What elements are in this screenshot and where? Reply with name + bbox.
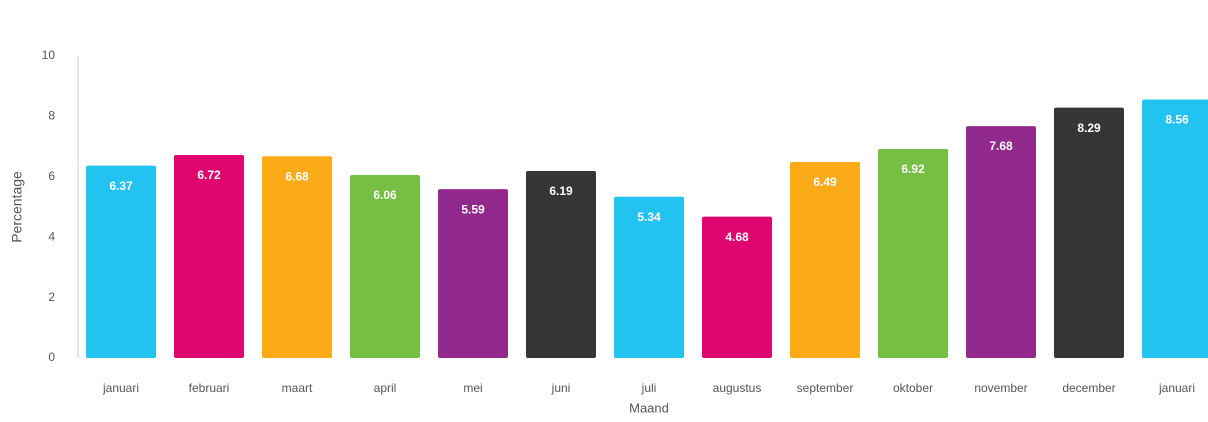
bar [526,171,596,358]
value-label: 6.72 [197,168,221,182]
value-label: 6.49 [813,175,837,189]
x-tick-label: januari [102,381,139,395]
value-label: 5.34 [637,210,661,224]
x-tick-label: april [374,381,397,395]
x-tick-label: oktober [893,381,933,395]
value-label: 5.59 [461,202,485,216]
x-tick-label: juli [641,381,657,395]
x-tick-label: maart [282,381,313,395]
bar [350,174,420,358]
bar [86,165,156,358]
value-label: 6.19 [549,184,573,198]
bar [1142,99,1208,358]
y-tick-label: 8 [48,109,55,123]
value-label: 6.37 [109,179,133,193]
bar [790,162,860,358]
bar [966,126,1036,359]
value-label: 8.56 [1165,113,1189,127]
bar [614,196,684,358]
value-label: 6.06 [373,188,397,202]
x-tick-label: november [974,381,1027,395]
x-axis-label: Maand [629,400,669,415]
bar [174,155,244,358]
x-tick-label: augustus [713,381,762,395]
y-axis-label: Percentage [9,171,25,243]
y-tick-label: 0 [48,350,55,364]
y-tick-label: 2 [48,290,55,304]
y-tick-label: 6 [48,169,55,183]
x-tick-label: juni [551,381,571,395]
value-label: 7.68 [989,139,1013,153]
value-label: 8.29 [1077,121,1101,135]
value-label: 4.68 [725,230,749,244]
bar [878,149,948,358]
bar [438,189,508,358]
x-tick-label: december [1062,381,1115,395]
x-tick-label: september [797,381,854,395]
value-label: 6.68 [285,169,309,183]
x-tick-label: mei [463,381,482,395]
value-label: 6.92 [901,162,925,176]
y-tick-label: 10 [42,48,56,62]
bar [702,216,772,358]
x-tick-label: januari [1158,381,1195,395]
x-tick-label: februari [189,381,230,395]
y-tick-label: 4 [48,229,55,243]
bar [262,156,332,358]
bar [1054,107,1124,358]
